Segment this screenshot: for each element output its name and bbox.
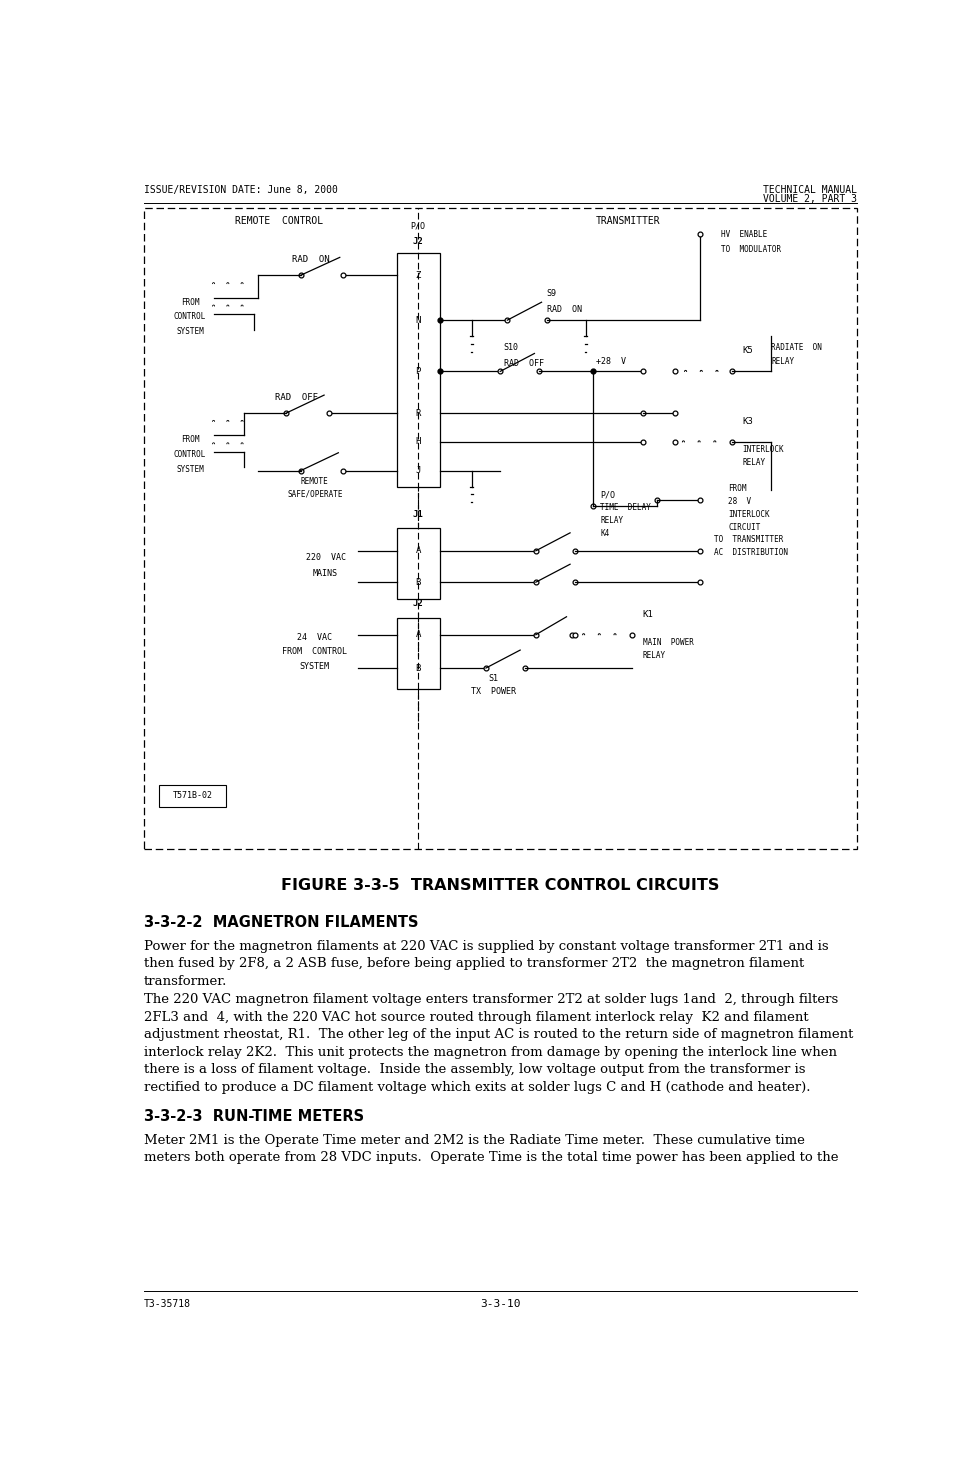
Text: A: A xyxy=(416,546,421,555)
Text: TX  POWER: TX POWER xyxy=(470,687,515,696)
Text: CONTROL: CONTROL xyxy=(174,450,206,459)
Text: MAINS: MAINS xyxy=(313,569,338,578)
Text: K3: K3 xyxy=(743,417,753,425)
Text: 3-3-2-3  RUN-TIME METERS: 3-3-2-3 RUN-TIME METERS xyxy=(143,1109,364,1124)
Text: J: J xyxy=(416,467,421,476)
Text: REMOTE: REMOTE xyxy=(301,477,329,486)
Text: TRANSMITTER: TRANSMITTER xyxy=(596,216,661,226)
Text: FROM: FROM xyxy=(728,484,747,493)
Text: RAD  ON: RAD ON xyxy=(293,254,330,264)
Text: 3-3-2-2  MAGNETRON FILAMENTS: 3-3-2-2 MAGNETRON FILAMENTS xyxy=(143,914,418,931)
Text: HV  ENABLE: HV ENABLE xyxy=(721,230,767,239)
Text: REMOTE  CONTROL: REMOTE CONTROL xyxy=(235,216,323,226)
Text: INTERLOCK: INTERLOCK xyxy=(743,445,785,453)
Text: B: B xyxy=(416,578,421,586)
Bar xyxy=(143,208,857,849)
Text: The 220 VAC magnetron filament voltage enters transformer 2T2 at solder lugs 1an: The 220 VAC magnetron filament voltage e… xyxy=(143,994,853,1094)
Text: J2: J2 xyxy=(413,600,424,609)
Text: Z: Z xyxy=(416,270,421,279)
Text: T3-35718: T3-35718 xyxy=(143,1300,190,1309)
Text: 220  VAC: 220 VAC xyxy=(305,552,346,561)
Text: 24  VAC: 24 VAC xyxy=(298,632,332,642)
Text: MAIN  POWER: MAIN POWER xyxy=(643,638,694,647)
Text: K1: K1 xyxy=(643,610,654,619)
Text: FROM: FROM xyxy=(181,298,199,307)
Text: S10: S10 xyxy=(504,343,519,352)
Text: H: H xyxy=(416,437,421,446)
Text: T571B-02: T571B-02 xyxy=(173,792,213,801)
Text: P: P xyxy=(416,366,421,377)
Bar xyxy=(159,784,225,806)
Text: S1: S1 xyxy=(488,675,498,684)
Text: RAD  ON: RAD ON xyxy=(547,304,582,313)
Text: N: N xyxy=(416,316,421,325)
Text: SAFE/OPERATE: SAFE/OPERATE xyxy=(287,490,343,499)
Text: R: R xyxy=(416,409,421,418)
Text: P/O: P/O xyxy=(411,222,426,230)
Text: RELAY: RELAY xyxy=(743,458,766,467)
Text: RELAY: RELAY xyxy=(643,651,666,660)
Bar xyxy=(397,617,439,688)
Bar xyxy=(397,253,439,487)
Text: RAD  OFF: RAD OFF xyxy=(275,393,318,402)
Text: RELAY: RELAY xyxy=(771,356,794,366)
Text: VOLUME 2, PART 3: VOLUME 2, PART 3 xyxy=(762,193,857,204)
Text: +28  V: +28 V xyxy=(596,357,627,366)
Text: TECHNICAL MANUAL: TECHNICAL MANUAL xyxy=(762,185,857,195)
Text: ISSUE/REVISION DATE: June 8, 2000: ISSUE/REVISION DATE: June 8, 2000 xyxy=(143,185,338,195)
Text: J1: J1 xyxy=(413,510,424,518)
Text: Meter 2M1 is the Operate Time meter and 2M2 is the Radiate Time meter.  These cu: Meter 2M1 is the Operate Time meter and … xyxy=(143,1133,838,1164)
Text: RAD  OFF: RAD OFF xyxy=(504,359,544,368)
Text: CIRCUIT: CIRCUIT xyxy=(728,523,760,532)
Text: K4: K4 xyxy=(600,529,609,538)
Text: FROM  CONTROL: FROM CONTROL xyxy=(282,647,347,656)
Text: CONTROL: CONTROL xyxy=(174,313,206,322)
Text: SYSTEM: SYSTEM xyxy=(177,328,204,337)
Text: AC  DISTRIBUTION: AC DISTRIBUTION xyxy=(714,548,788,557)
Text: INTERLOCK: INTERLOCK xyxy=(728,510,770,518)
Text: 28  V: 28 V xyxy=(728,496,752,507)
Text: K5: K5 xyxy=(743,347,753,356)
Text: RADIATE  ON: RADIATE ON xyxy=(771,343,822,352)
Text: 3-3-10: 3-3-10 xyxy=(480,1300,520,1309)
Text: S9: S9 xyxy=(547,288,556,298)
Text: A: A xyxy=(416,631,421,640)
Text: FIGURE 3-3-5  TRANSMITTER CONTROL CIRCUITS: FIGURE 3-3-5 TRANSMITTER CONTROL CIRCUIT… xyxy=(281,877,719,894)
Text: TO  MODULATOR: TO MODULATOR xyxy=(721,245,782,254)
Text: SYSTEM: SYSTEM xyxy=(177,465,204,474)
Text: FROM: FROM xyxy=(181,436,199,445)
Text: B: B xyxy=(416,663,421,672)
Text: TO  TRANSMITTER: TO TRANSMITTER xyxy=(714,535,784,545)
Text: P/O: P/O xyxy=(600,490,615,499)
Bar xyxy=(397,529,439,598)
Text: SYSTEM: SYSTEM xyxy=(300,662,330,671)
Text: J2: J2 xyxy=(413,238,424,247)
Text: Power for the magnetron filaments at 220 VAC is supplied by constant voltage tra: Power for the magnetron filaments at 220… xyxy=(143,939,829,988)
Text: TIME  DELAY: TIME DELAY xyxy=(600,504,651,513)
Text: RELAY: RELAY xyxy=(600,515,623,526)
